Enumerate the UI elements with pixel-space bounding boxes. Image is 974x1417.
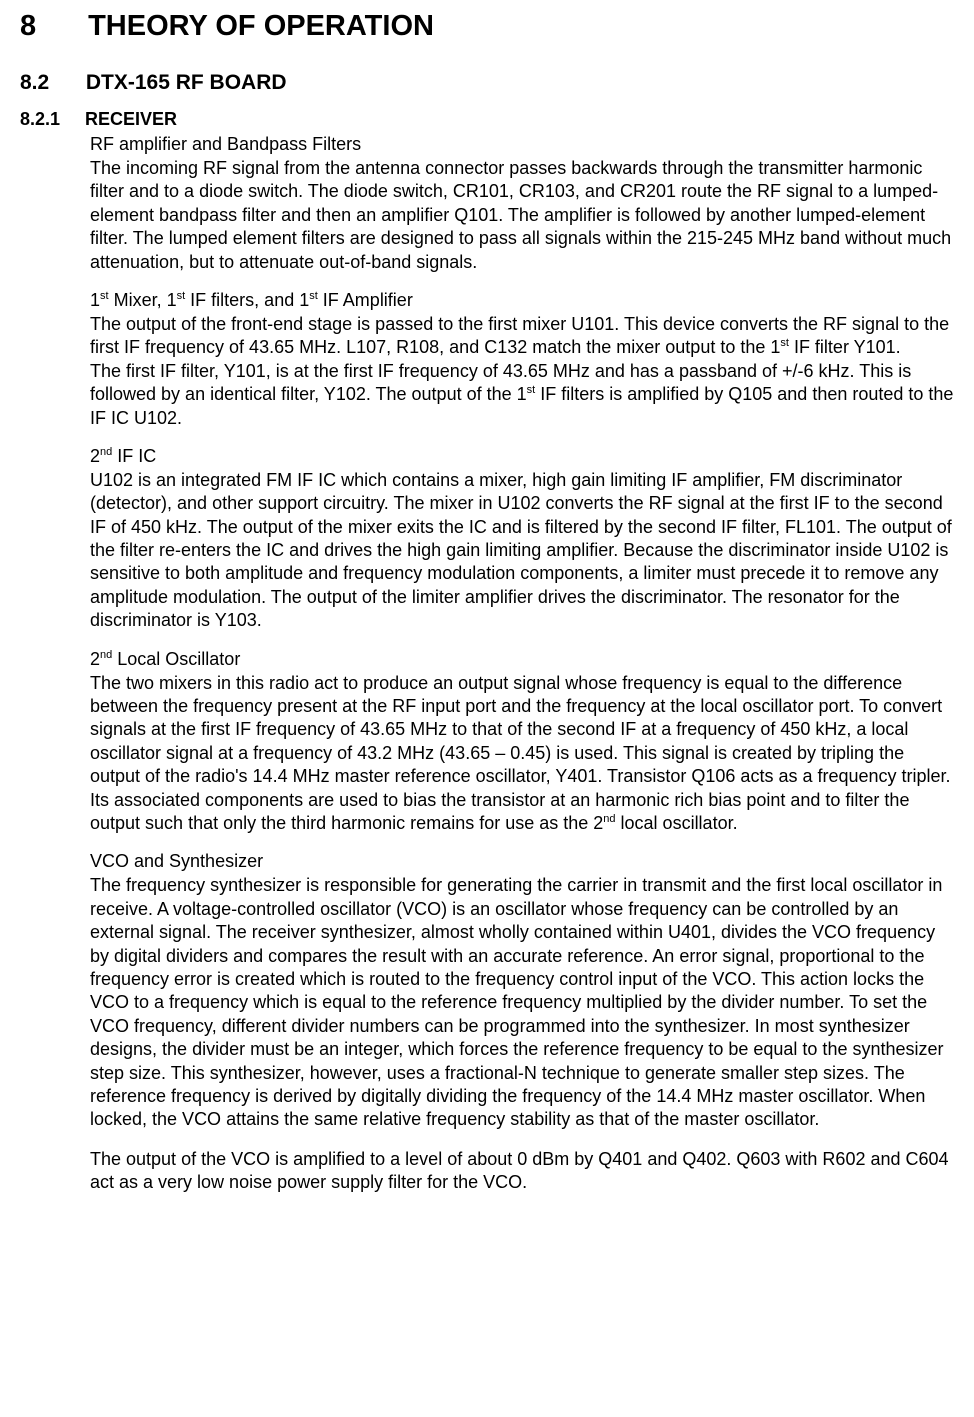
- paragraph-block: 2nd IF IC U102 is an integrated FM IF IC…: [90, 446, 954, 633]
- chapter-heading: 8 THEORY OF OPERATION: [20, 10, 954, 43]
- section-number: 8.2: [20, 71, 80, 95]
- paragraph-block: The output of the VCO is amplified to a …: [90, 1148, 954, 1195]
- section-heading: 8.2 DTX-165 RF BOARD: [20, 71, 954, 95]
- chapter-number: 8: [20, 10, 80, 43]
- paragraph-heading: VCO and Synthesizer: [90, 851, 954, 872]
- paragraph-heading: RF amplifier and Bandpass Filters: [90, 134, 954, 155]
- paragraph-block: VCO and Synthesizer The frequency synthe…: [90, 851, 954, 1131]
- paragraph-body: U102 is an integrated FM IF IC which con…: [90, 469, 954, 633]
- paragraph-body: The output of the VCO is amplified to a …: [90, 1148, 954, 1195]
- paragraph-body: The incoming RF signal from the antenna …: [90, 157, 954, 274]
- paragraph-heading: 2nd Local Oscillator: [90, 649, 954, 670]
- paragraph-body: The output of the front-end stage is pas…: [90, 313, 954, 430]
- subsection-title: RECEIVER: [85, 109, 177, 129]
- paragraph-heading: 1st Mixer, 1st IF filters, and 1st IF Am…: [90, 290, 954, 311]
- content-block: RF amplifier and Bandpass Filters The in…: [90, 134, 954, 1194]
- paragraph-body: The frequency synthesizer is responsible…: [90, 874, 954, 1131]
- section-title: DTX-165 RF BOARD: [86, 71, 287, 94]
- paragraph-block: 1st Mixer, 1st IF filters, and 1st IF Am…: [90, 290, 954, 430]
- paragraph-block: 2nd Local Oscillator The two mixers in t…: [90, 649, 954, 836]
- subsection-heading: 8.2.1 RECEIVER: [20, 109, 954, 130]
- subsection-number: 8.2.1: [20, 109, 80, 130]
- paragraph-heading: 2nd IF IC: [90, 446, 954, 467]
- paragraph-body: The two mixers in this radio act to prod…: [90, 672, 954, 836]
- paragraph-block: RF amplifier and Bandpass Filters The in…: [90, 134, 954, 274]
- chapter-title: THEORY OF OPERATION: [88, 10, 434, 42]
